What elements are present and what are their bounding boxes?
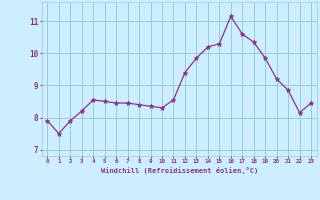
X-axis label: Windchill (Refroidissement éolien,°C): Windchill (Refroidissement éolien,°C) <box>100 167 258 174</box>
